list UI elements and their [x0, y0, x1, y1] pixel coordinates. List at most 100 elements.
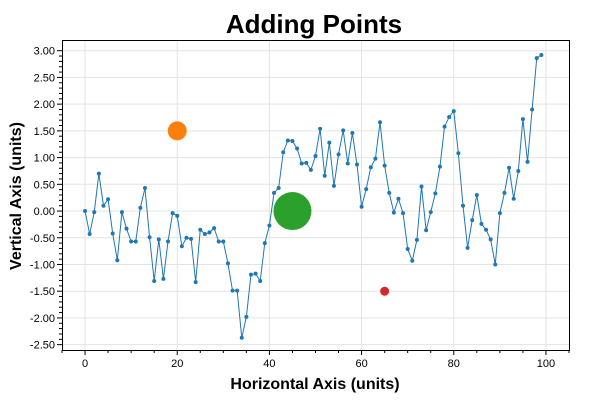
data-point [253, 271, 258, 276]
data-point [87, 232, 92, 237]
data-point [281, 150, 286, 155]
data-point [484, 227, 489, 232]
data-point [502, 190, 507, 195]
y-axis-label: Vertical Axis (units) [8, 122, 25, 270]
data-point [331, 183, 336, 188]
data-point [534, 56, 539, 61]
data-point [106, 197, 111, 202]
data-point [497, 211, 502, 216]
data-point [101, 203, 106, 208]
data-point [225, 261, 230, 266]
data-point [405, 246, 410, 251]
data-point [474, 193, 479, 197]
data-point [442, 124, 447, 129]
data-point [308, 167, 313, 172]
data-point [414, 237, 419, 242]
data-point [364, 187, 369, 192]
chart-title: Adding Points [226, 9, 402, 39]
data-point [133, 239, 138, 244]
data-point [507, 165, 512, 170]
data-point [290, 139, 295, 144]
data-point [152, 279, 157, 284]
plot-area [62, 40, 569, 350]
data-point [142, 186, 147, 191]
data-point [184, 235, 189, 240]
data-point [479, 221, 484, 226]
data-point [115, 258, 120, 263]
data-point [313, 153, 318, 158]
data-point [161, 276, 166, 281]
data-point [189, 236, 194, 241]
data-point [530, 107, 535, 112]
data-point [221, 239, 226, 244]
x-tick-label: 80 [448, 358, 460, 370]
data-point [354, 162, 359, 167]
data-point [119, 210, 124, 215]
data-point [92, 210, 97, 215]
data-point [175, 213, 180, 218]
data-point [373, 156, 378, 161]
data-point [147, 235, 152, 240]
x-tick-label: 60 [355, 358, 367, 370]
highlight-point [273, 192, 312, 231]
data-point [124, 226, 129, 231]
data-point [465, 245, 470, 250]
data-point [216, 239, 221, 244]
data-point [285, 138, 290, 143]
x-tick-label: 0 [82, 358, 88, 370]
x-tick-label: 20 [171, 358, 183, 370]
y-tick-label: 0.50 [34, 179, 55, 191]
data-point [433, 191, 438, 196]
data-point [345, 161, 350, 166]
data-point [428, 210, 433, 215]
y-tick-label: 2.00 [34, 99, 55, 111]
x-tick-label: 100 [537, 358, 555, 370]
data-point [166, 239, 171, 244]
data-point [244, 314, 249, 319]
data-point [198, 227, 203, 232]
data-point [83, 209, 88, 214]
data-point [295, 146, 300, 151]
data-point [447, 114, 452, 119]
data-point [276, 186, 281, 191]
data-point [368, 165, 373, 170]
y-tick-label: -1.00 [30, 259, 55, 271]
data-point [387, 190, 392, 195]
data-point [179, 244, 184, 249]
data-point [230, 288, 235, 293]
data-point [401, 211, 406, 216]
data-point [488, 237, 493, 242]
data-point [437, 164, 442, 169]
data-point [396, 196, 401, 201]
highlight-point [380, 286, 390, 296]
plot-frame [62, 40, 570, 351]
data-point [456, 151, 461, 156]
data-point [318, 126, 323, 131]
series-line [84, 54, 542, 338]
y-tick-label: 1.50 [34, 126, 55, 138]
data-point [341, 128, 346, 133]
data-point [322, 173, 327, 178]
data-point [419, 184, 424, 189]
data-point [267, 223, 272, 228]
data-point [235, 288, 240, 293]
y-tick-label: 2.50 [34, 72, 55, 84]
data-point [207, 230, 212, 235]
data-point [520, 117, 525, 122]
data-point [424, 228, 429, 233]
data-point [539, 52, 544, 57]
data-point [212, 226, 217, 231]
data-point [239, 335, 244, 340]
data-point [299, 161, 304, 166]
data-point [262, 241, 267, 246]
data-point [382, 163, 387, 168]
data-point [202, 232, 207, 237]
data-point [110, 231, 115, 236]
data-point [156, 237, 161, 242]
data-point [336, 152, 341, 157]
highlight-point [167, 121, 187, 141]
data-point [493, 262, 498, 267]
y-tick-label: 3.00 [34, 46, 55, 58]
y-tick-label: -2.00 [30, 313, 55, 325]
